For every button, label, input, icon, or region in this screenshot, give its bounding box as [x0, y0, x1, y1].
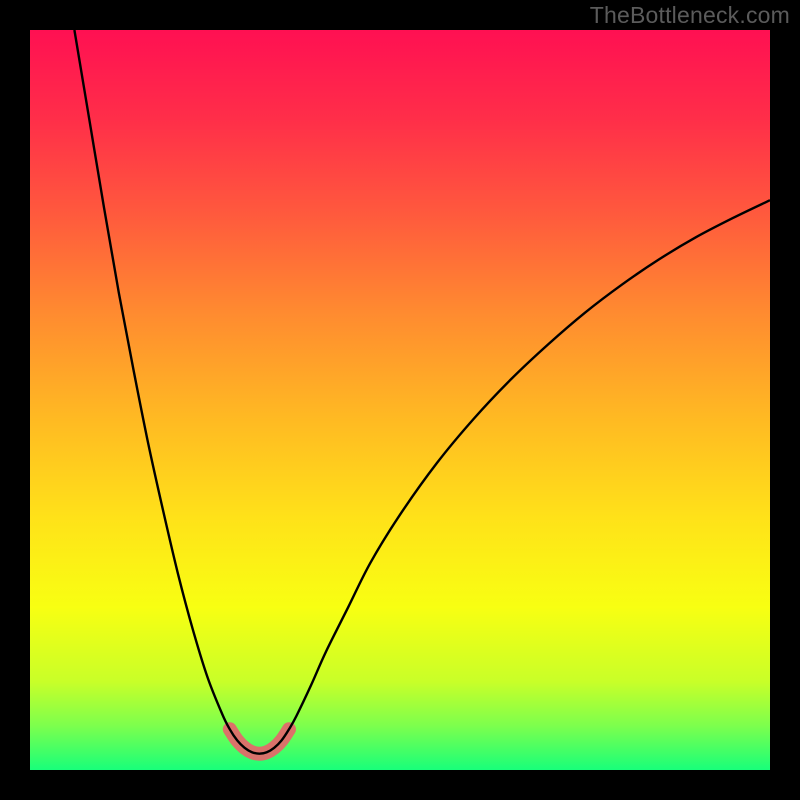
bottleneck-chart [0, 0, 800, 800]
plot-background [30, 30, 770, 770]
watermark-text: TheBottleneck.com [590, 2, 790, 29]
chart-stage: TheBottleneck.com [0, 0, 800, 800]
